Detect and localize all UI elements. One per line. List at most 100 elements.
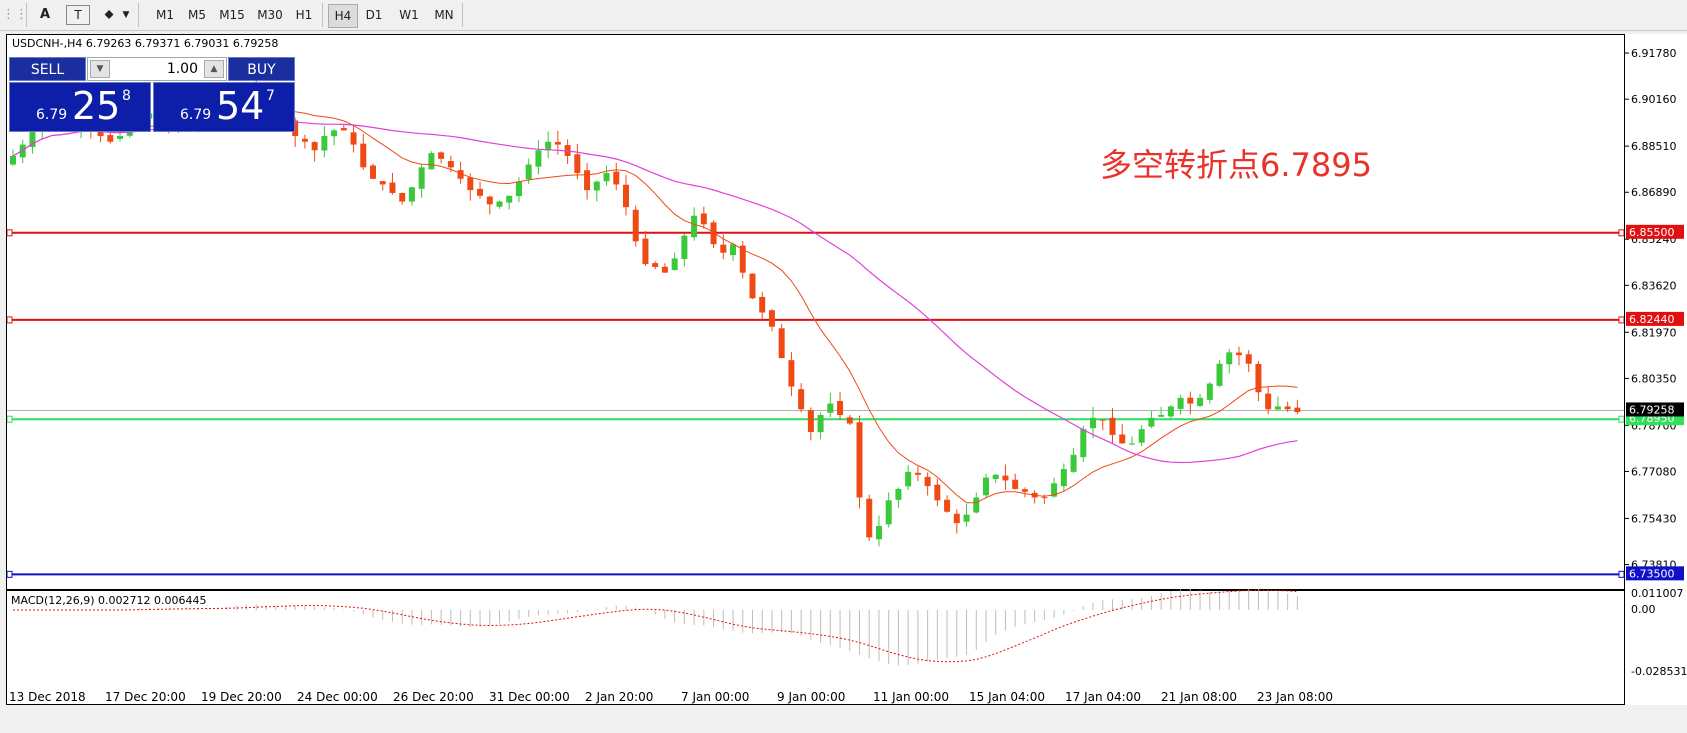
lot-value[interactable]: 1.00: [166, 61, 198, 77]
timeframe-m30-button[interactable]: M30: [257, 8, 283, 22]
candle-body: [914, 472, 921, 475]
chart-window[interactable]: MACD(12,26,9) 0.002712 0.006445 13 Dec 20…: [6, 34, 1625, 705]
toolbar: ⋮⋮ A T ⬥ ▼ M1 M5 M15 M30 H1 H4 D1 W1 MN: [0, 0, 1687, 31]
candle-body: [418, 167, 425, 189]
candle-body: [652, 263, 659, 267]
candle-body: [1294, 407, 1301, 413]
timeframe-m5-button[interactable]: M5: [188, 8, 206, 22]
candle-body: [710, 222, 717, 245]
candle-body: [1002, 475, 1009, 481]
candle-body: [866, 498, 873, 538]
timeframe-h1-button[interactable]: H1: [295, 8, 313, 22]
candle-body: [827, 403, 834, 413]
macd-signal-line: [13, 589, 1298, 663]
candle-body: [301, 138, 308, 142]
timeframe-mn-button[interactable]: MN: [434, 8, 454, 22]
timeframe-w1-button[interactable]: W1: [399, 8, 419, 22]
time-axis-label: 31 Dec 00:00: [489, 690, 570, 704]
candle-body: [1177, 397, 1184, 409]
timeframe-m1-button[interactable]: M1: [156, 8, 174, 22]
candle-body: [1021, 489, 1028, 492]
reversal-point-annotation: 多空转折点6.7895: [1100, 146, 1372, 184]
level-line-handle-right-2: [1618, 415, 1624, 423]
candle-body: [408, 187, 415, 202]
candle-body: [992, 474, 999, 480]
lot-decrease-button[interactable]: ▼: [90, 60, 110, 78]
candle-body: [117, 136, 124, 139]
candle-body: [1216, 363, 1223, 386]
candle-body: [846, 417, 853, 424]
buy-price-fraction: 7: [266, 88, 275, 104]
candle-body: [905, 471, 912, 487]
toolbar-separator: [138, 3, 139, 27]
level-price-tag: 6.85500: [1629, 226, 1675, 239]
level-price-tag: 6.73500: [1629, 567, 1675, 580]
candle-body: [1119, 434, 1126, 444]
macd-scale-label: 0.011007: [1631, 587, 1684, 600]
candle-body: [535, 150, 542, 167]
chevron-down-icon[interactable]: ▼: [122, 10, 130, 20]
sell-price-prefix: 6.79: [36, 107, 68, 123]
price-scale-label: 6.75430: [1631, 512, 1677, 525]
candle-body: [895, 488, 902, 500]
time-axis-label: 26 Dec 20:00: [393, 690, 474, 704]
candle-body: [691, 215, 698, 238]
price-scale-label: 6.91780: [1631, 47, 1677, 60]
candle-body: [875, 525, 882, 540]
lot-increase-button[interactable]: ▲: [204, 60, 224, 78]
time-axis-label: 17 Dec 20:00: [105, 690, 186, 704]
candle-body: [973, 497, 980, 513]
candle-body: [749, 273, 756, 299]
toolbar-separator: [322, 3, 323, 27]
sell-button[interactable]: SELL: [9, 57, 86, 81]
time-axis-label: 2 Jan 20:00: [585, 690, 653, 704]
timeframe-d1-button[interactable]: D1: [365, 8, 383, 22]
candle-body: [1138, 429, 1145, 443]
sell-price-box[interactable]: 6.79 25 8: [9, 82, 151, 132]
buy-price-pips: 54: [216, 84, 265, 128]
price-chart[interactable]: MACD(12,26,9) 0.002712 0.006445 13 Dec 20…: [7, 35, 1625, 705]
candle-body: [778, 328, 785, 359]
candle-body: [1187, 397, 1194, 404]
candle-body: [467, 177, 474, 191]
time-axis-label: 21 Jan 08:00: [1161, 690, 1237, 704]
candle-body: [934, 484, 941, 501]
candle-body: [1167, 406, 1174, 417]
lot-size-input[interactable]: ▼ 1.00 ▲: [87, 57, 227, 81]
price-scale-label: 6.90160: [1631, 93, 1677, 106]
time-axis-label: 24 Dec 00:00: [297, 690, 378, 704]
candle-body: [496, 201, 503, 207]
sell-price-pips: 25: [72, 84, 121, 128]
candle-body: [399, 192, 406, 202]
candle-body: [856, 422, 863, 498]
candle-body: [1284, 406, 1291, 410]
time-axis-label: 19 Dec 20:00: [201, 690, 282, 704]
candle-body: [1245, 354, 1252, 364]
text-label-tool-button[interactable]: T: [66, 5, 90, 25]
candle-body: [730, 244, 737, 256]
candle-body: [545, 141, 552, 151]
buy-button[interactable]: BUY: [228, 57, 295, 81]
buy-price-prefix: 6.79: [180, 107, 212, 123]
level-line-handle-left-2: [7, 415, 13, 423]
candle-body: [477, 188, 484, 196]
time-axis-label: 13 Dec 2018: [9, 690, 86, 704]
candle-body: [885, 500, 892, 525]
text-tool-button[interactable]: A: [39, 7, 51, 22]
timeframe-h4-button[interactable]: H4: [328, 4, 358, 28]
level-line-handle-left-1: [7, 316, 13, 324]
candle-body: [661, 266, 668, 273]
candle-body: [1206, 383, 1213, 400]
candle-body: [671, 258, 678, 271]
candle-body: [944, 499, 951, 512]
candle-body: [379, 181, 386, 185]
buy-price-box[interactable]: 6.79 54 7: [153, 82, 295, 132]
level-price-tag-bg: [1626, 566, 1684, 581]
time-axis-label: 23 Jan 08:00: [1257, 690, 1333, 704]
level-line-handle-left-0: [7, 229, 13, 237]
price-scale[interactable]: 6.91780 6.90160 6.88510 6.86890 6.85240 6.836…: [1625, 34, 1687, 705]
candle-body: [1060, 469, 1067, 487]
timeframe-m15-button[interactable]: M15: [219, 8, 245, 22]
arrows-tool-button[interactable]: ⬥: [104, 7, 114, 22]
candle-body: [953, 513, 960, 524]
